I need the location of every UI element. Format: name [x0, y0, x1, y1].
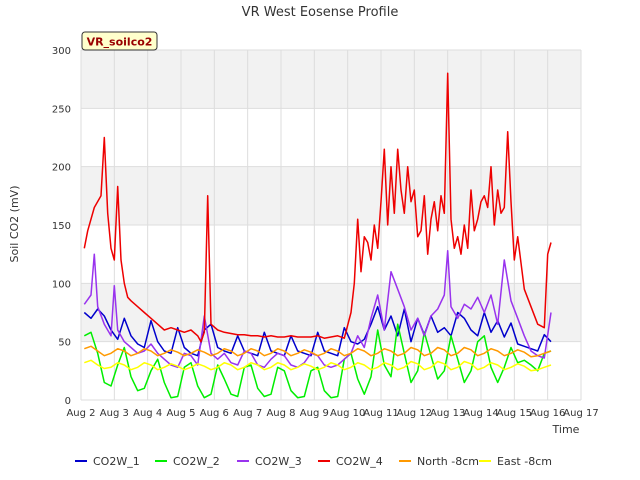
x-tick-label: Aug 17	[563, 408, 598, 419]
x-tick-label: Aug 11	[363, 408, 398, 419]
series-line-5	[84, 345, 552, 358]
plot-band	[81, 50, 581, 109]
legend: CO2W_1 CO2W_2 CO2W_3 CO2W_4 North -8cm East -…	[75, 455, 552, 468]
y-tick-label: 50	[58, 338, 71, 349]
badge: VR_soilco2	[81, 31, 158, 51]
badge-box	[81, 31, 158, 51]
x-tick-label: Aug 2	[66, 408, 95, 419]
series-lines	[83, 72, 552, 399]
y-tick-label: 150	[52, 221, 71, 232]
plot-band	[81, 283, 581, 342]
x-tick-label: Aug 13	[430, 408, 465, 419]
y-tick-label: 0	[65, 396, 71, 407]
x-tick-label: Aug 10	[330, 408, 365, 419]
grid-lines	[80, 49, 582, 401]
legend-label: East -8cm	[497, 455, 552, 468]
x-tick-label: Aug 7	[233, 408, 262, 419]
y-axis-label: Soil CO2 (mV)	[8, 186, 21, 263]
legend-label: CO2W_3	[255, 455, 302, 468]
x-tick-label: Aug 12	[397, 408, 432, 419]
series-line-4	[83, 72, 552, 343]
x-tick-label: Aug 6	[200, 408, 229, 419]
series-line-6	[84, 359, 552, 372]
legend-label: CO2W_1	[93, 455, 140, 468]
y-tick-label: 250	[52, 104, 71, 115]
x-tick-label: Aug 3	[100, 408, 129, 419]
x-tick-label: Aug 4	[133, 408, 162, 419]
x-tick-label: Aug 15	[497, 408, 532, 419]
series-line-1	[83, 305, 552, 357]
x-tick-label: Aug 14	[463, 408, 498, 419]
y-tick-label: 200	[52, 163, 71, 174]
y-axis-ticks: 0 50 100 150 200 250 300	[52, 46, 71, 407]
legend-label: CO2W_2	[173, 455, 220, 468]
x-tick-label: Aug 9	[300, 408, 329, 419]
x-tick-label: Aug 16	[530, 408, 565, 419]
legend-label: CO2W_4	[336, 455, 383, 468]
chart-title: VR West Eosense Profile	[242, 5, 399, 20]
x-tick-label: Aug 8	[266, 408, 295, 419]
y-tick-label: 100	[52, 279, 71, 290]
y-tick-label: 300	[52, 46, 71, 57]
x-axis-ticks: Aug 2 Aug 3 Aug 4 Aug 5 Aug 6 Aug 7 Aug 8 Aug 9…	[66, 408, 598, 419]
series-line-2	[83, 323, 552, 399]
x-axis-label: Time	[552, 423, 580, 436]
badge-label: VR_soilco2	[87, 36, 153, 49]
legend-label: North -8cm	[417, 455, 479, 468]
x-tick-label: Aug 5	[166, 408, 195, 419]
